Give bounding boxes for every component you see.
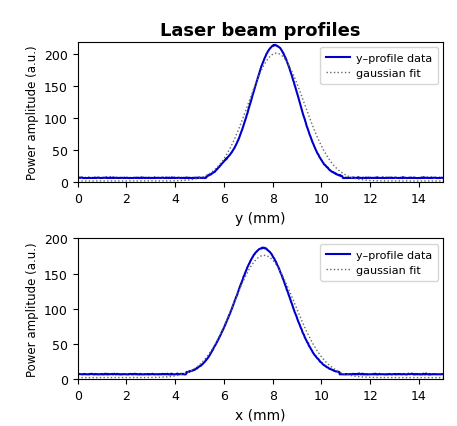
gaussian fit (315, 350, 321, 355)
y–profile data (361, 372, 366, 377)
y–profile data (360, 176, 365, 181)
X-axis label: y (mm): y (mm) (235, 211, 286, 225)
y–profile data (191, 368, 197, 373)
gaussian fit (75, 375, 80, 380)
gaussian fit (360, 178, 366, 183)
gaussian fit (441, 179, 446, 184)
gaussian fit (405, 179, 410, 184)
y–profile data (179, 371, 184, 377)
gaussian fit (178, 372, 183, 377)
Legend: y–profile data, gaussian fit: y–profile data, gaussian fit (320, 48, 438, 85)
gaussian fit (405, 375, 410, 380)
Line: y–profile data: y–profile data (78, 248, 443, 374)
y–profile data (315, 153, 321, 158)
Line: y–profile data: y–profile data (78, 46, 443, 178)
y–profile data (405, 371, 411, 376)
X-axis label: x (mm): x (mm) (235, 407, 286, 421)
Y-axis label: Power amplitude (a.u.): Power amplitude (a.u.) (26, 242, 38, 376)
gaussian fit (165, 179, 170, 184)
Title: Laser beam profiles: Laser beam profiles (160, 22, 361, 40)
Line: gaussian fit: gaussian fit (78, 54, 443, 181)
y–profile data (361, 176, 366, 181)
y–profile data (165, 371, 170, 377)
gaussian fit (191, 367, 196, 372)
gaussian fit (75, 179, 80, 184)
y–profile data (75, 372, 80, 377)
y–profile data (441, 176, 446, 181)
y–profile data (316, 357, 322, 363)
Y-axis label: Power amplitude (a.u.): Power amplitude (a.u.) (26, 46, 38, 180)
gaussian fit (178, 178, 183, 184)
y–profile data (191, 176, 196, 181)
y–profile data (273, 43, 278, 48)
y–profile data (178, 176, 183, 181)
y–profile data (75, 176, 80, 181)
y–profile data (405, 176, 411, 181)
y–profile data (172, 372, 178, 377)
gaussian fit (165, 374, 170, 380)
y–profile data (441, 372, 446, 377)
Line: gaussian fit: gaussian fit (78, 256, 443, 378)
gaussian fit (360, 374, 366, 380)
gaussian fit (261, 253, 266, 258)
gaussian fit (315, 138, 321, 143)
gaussian fit (441, 375, 446, 380)
gaussian fit (274, 52, 279, 57)
y–profile data (260, 245, 265, 250)
Legend: y–profile data, gaussian fit: y–profile data, gaussian fit (320, 245, 438, 281)
gaussian fit (191, 177, 196, 182)
y–profile data (165, 176, 170, 181)
